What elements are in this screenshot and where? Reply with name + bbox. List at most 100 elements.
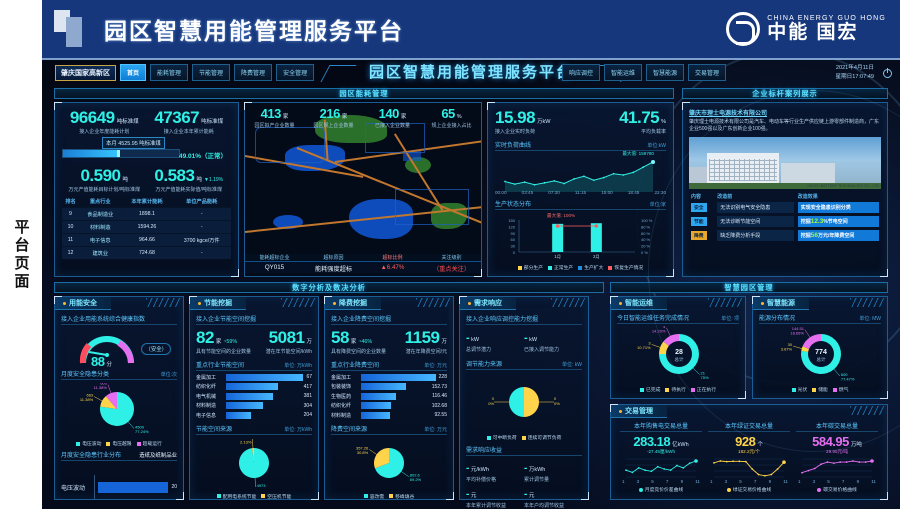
- legend-item: 待执行: [665, 386, 686, 393]
- table-cell: 10: [62, 220, 79, 234]
- case-table: 内容 改造前 改造效果 安全 无法识别电气安全隐患 实现安全隐患识别分类 节能 无法诊断节能…: [689, 192, 881, 243]
- demand-kpi: - 万kWh 累计调节量: [524, 463, 550, 484]
- kpi-ratio-actual: 0.583 吨 ▼1.19% 万元产值能耗实际值/吨标准煤: [147, 167, 232, 193]
- nav-item-smart-energy[interactable]: 智慧能源: [646, 64, 685, 81]
- bar-row: 电气机械 381: [196, 392, 312, 400]
- panel-smart-energy: 智慧能源 能源分布情况 单位: MW 600 77.47% 30 3.87% 144.51…: [752, 296, 888, 399]
- kpi-demand-total: - kW 总调节潜力: [466, 332, 492, 354]
- svg-text:30: 30: [788, 342, 793, 347]
- case-tag: 降费: [691, 231, 707, 240]
- case-tag: 安全: [691, 203, 707, 212]
- table-header-cell: 改造效果: [797, 193, 818, 200]
- legend-item: 正在执行: [690, 386, 716, 393]
- map-kpi-1: 216 家 园区规上企业数量: [313, 106, 354, 129]
- table-row[interactable]: 12 建筑业 724.68-: [62, 246, 231, 259]
- map-alert-level: （重点关注）: [432, 266, 471, 273]
- nav-item-ops[interactable]: 智能运维: [604, 64, 643, 81]
- nav-item-fee[interactable]: 降费管理: [234, 64, 273, 81]
- demand-kpi: - 元本年户均调节收益: [524, 489, 565, 509]
- saving-sub2: 重点行业节能空间 单位: 万kWh: [196, 360, 312, 371]
- table-cell: 3700 kgce/万件: [172, 233, 231, 247]
- panel-ops: 智能运维 今日智能运维任务完成情况 单位: 项 21 75% 3 10.71% 4 14.2…: [610, 296, 746, 399]
- svg-text:77.47%: 77.47%: [841, 377, 855, 382]
- safety-sub3: 月度安全隐患行业分布 造纸及纸制品业: [61, 450, 177, 461]
- case-before: 缺乏降费分析手段: [715, 229, 795, 243]
- case-after: 实现安全隐患识别分类: [796, 201, 881, 215]
- energy-progress: 本月 4525.95 吨标准煤 49.01%（正常）: [62, 137, 231, 160]
- saving-sub3: 节能空间来源 单位: 万kWh: [196, 424, 312, 435]
- table-cell: 1898.1: [121, 207, 173, 221]
- trade-card: 本年绿证交易总量 928 个 182.2元/个 1 3 5 7 9 11 绿证交易价格曲线: [705, 421, 793, 493]
- nav-item-safety[interactable]: 安全管理: [276, 64, 315, 81]
- legend-item: 正常生产: [548, 264, 573, 271]
- nav-item-saving[interactable]: 节能管理: [192, 64, 231, 81]
- demand-sub3: 需求响应收益: [466, 445, 582, 456]
- table-row[interactable]: 9 食品制造业 1898.1-: [62, 207, 231, 221]
- svg-text:11.38%: 11.38%: [94, 385, 108, 390]
- svg-text:60 %: 60 %: [641, 231, 651, 236]
- bar-row: 纺织化纤 417: [196, 383, 312, 390]
- table-cell: 1594.26: [121, 220, 173, 234]
- banner-smartpark: 智慧园区管理: [610, 282, 888, 293]
- panel-fee: 降费挖掘 接入企业降费空间挖掘 58 家 ◔46% 具有降费空间的企业数量 115…: [324, 296, 454, 500]
- smart-energy-legend: 光伏 储能 燃气: [759, 386, 881, 393]
- side-tab-label: 平台页面: [12, 218, 30, 291]
- legend-item: 可中断负荷: [486, 434, 517, 441]
- energy-plan-caption: 接入企业年度能耗计划: [79, 129, 130, 135]
- legend-item: 移峰填谷: [389, 493, 414, 500]
- demand-kpi: - 元/kWh 平均补偿价格: [466, 463, 497, 484]
- nav-item-home[interactable]: 首页: [120, 64, 147, 81]
- svg-text:21: 21: [701, 371, 706, 376]
- map-alert-table: 能耗超标企业 超标原因 超标比例 关注级别 QY015 能耗强度超标 ▲6.47…: [245, 254, 481, 273]
- table-row: 降费 缺乏降费分析手段 挖掘56万元/年降费空间: [689, 229, 881, 243]
- legend-item: 生产扩大: [578, 264, 603, 271]
- safety-gauge-value: 88: [91, 354, 105, 369]
- kpi-saving-space: 5081 万 潜在年节能空间/kWh: [265, 328, 312, 355]
- ratio-plan-value: 0.590: [80, 166, 121, 185]
- table-header-row: 排名 重点行业 本年累计能耗 单位产品能耗: [62, 196, 231, 208]
- saving-pie-chart: 497397.87%1082.13%: [239, 435, 271, 492]
- ops-legend: 已完成 待执行 正在执行: [617, 386, 739, 393]
- table-cell: 11: [62, 233, 79, 247]
- energy-progress-bar: [62, 149, 180, 158]
- safety-gauge: 88 分 （安全）: [61, 325, 177, 369]
- clock-time: 星期日17:07:49: [835, 73, 874, 80]
- nav-item-response[interactable]: 响应调控: [562, 64, 601, 81]
- panel-fee-title: 降费挖掘: [325, 297, 381, 310]
- svg-text:100 %: 100 %: [641, 218, 653, 223]
- table-cell: 964.66: [121, 233, 173, 247]
- ratio-actual-value: 0.583: [154, 166, 195, 185]
- map-kpi-3: 65% 规上企业接入占比: [431, 106, 472, 129]
- table-cell: 9: [62, 207, 79, 221]
- legend-item: 连续可调节负荷: [521, 434, 561, 441]
- clock: 2021年4月11日 星期日17:07:49: [835, 64, 874, 82]
- legend-item: 电压越限: [106, 440, 132, 447]
- map-alert-h2: 超标比例: [382, 255, 403, 261]
- svg-text:77.24%: 77.24%: [135, 429, 149, 434]
- nav-left-group: 首页 能耗管理 节能管理 降费管理 安全管理: [120, 64, 315, 81]
- table-row[interactable]: 11 电子信息 964.66 3700 kgce/万件: [62, 233, 231, 247]
- demand-sub2: 调节能力来源 单位: kW: [466, 359, 582, 370]
- svg-text:30.8%: 30.8%: [357, 449, 369, 454]
- svg-text:0: 0: [513, 250, 516, 255]
- safety-legend: 电压波动 电压越限 超载运行: [61, 440, 177, 447]
- power-icon[interactable]: [883, 68, 892, 78]
- svg-text:4973: 4973: [257, 482, 267, 487]
- park-map[interactable]: 413 家 园区拟产企业数量 216 家 园区规上企业数量 140 家 已接入企业数量…: [245, 103, 481, 276]
- nav-item-energy[interactable]: 能耗管理: [150, 64, 189, 81]
- nav-item-trade[interactable]: 交易管理: [688, 64, 727, 81]
- table-cell: -: [172, 246, 231, 259]
- district-badge[interactable]: 肇庆国家高新区: [55, 65, 116, 81]
- panel-case-study: 肇庆市理士电源技术有限公司 肇庆理士电源技术有限公司是汽车、电动车等行业生产供应…: [682, 102, 888, 277]
- banner-case-label: 企业标杆案列展示: [752, 88, 818, 98]
- svg-text:1月: 1月: [554, 254, 561, 260]
- svg-text:0: 0: [492, 396, 495, 401]
- ratio-actual-delta: ▼1.19%: [203, 177, 224, 183]
- table-row[interactable]: 10 材料制造 1594.26-: [62, 220, 231, 234]
- banner-energy: 园区能耗管理: [54, 88, 674, 99]
- table-header-cell: 改造前: [717, 193, 733, 200]
- svg-text:2月: 2月: [593, 254, 600, 260]
